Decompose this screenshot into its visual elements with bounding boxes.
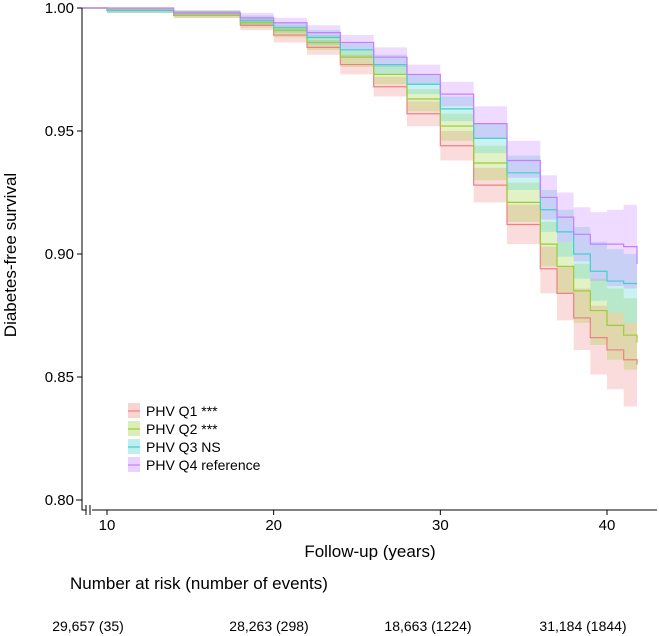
x-tick-label: 40 (599, 517, 616, 534)
plot-area (82, 7, 638, 414)
risk-value-2: 28,263 (298) (229, 618, 309, 634)
legend-label: PHV Q3 NS (146, 439, 221, 455)
curve-phv-q2 (82, 7, 638, 343)
x-tick-label: 10 (99, 517, 116, 534)
axis-break-mark (76, 499, 91, 515)
band-phv-q3-ns (82, 8, 637, 328)
x-ticks: 10 20 30 40 (99, 510, 616, 534)
risk-table-title: Number at risk (number of events) (70, 574, 328, 593)
legend-label: PHV Q4 reference (146, 457, 261, 473)
survival-chart: 0.80 0.85 0.90 0.95 1.00 10 20 30 40 Follow-up … (1, 0, 657, 560)
y-axis-title: Diabetes-free survival (1, 173, 20, 337)
curve-phv-q4-reference (82, 7, 638, 264)
y-tick-label: 1.00 (45, 0, 74, 17)
curve-phv-q3-ns (82, 7, 637, 285)
y-tick-label: 0.95 (45, 123, 74, 140)
curve-phv-q1 (82, 7, 638, 365)
x-axis-title: Follow-up (years) (304, 542, 435, 560)
band-phv-q1 (82, 8, 637, 414)
legend-label: PHV Q1 *** (146, 403, 218, 419)
y-tick-label: 0.80 (45, 492, 74, 509)
risk-value-4: 31,184 (1844) (539, 618, 627, 634)
y-tick-label: 0.90 (45, 246, 74, 263)
x-tick-label: 30 (432, 517, 449, 534)
risk-value-3: 18,663 (1224) (384, 618, 472, 634)
y-tick-label: 0.85 (45, 369, 74, 386)
x-tick-label: 20 (265, 517, 282, 534)
risk-value-1: 29,657 (35) (52, 618, 124, 634)
legend-label: PHV Q2 *** (146, 421, 218, 437)
y-ticks: 0.80 0.85 0.90 0.95 1.00 (45, 0, 82, 509)
band-phv-q4-reference (82, 8, 637, 321)
band-phv-q2 (82, 8, 637, 375)
confidence-bands (82, 8, 637, 414)
survival-curves (82, 7, 638, 365)
legend: PHV Q1 *** PHV Q2 *** PHV Q3 NS PHV Q4 refe… (128, 403, 261, 473)
